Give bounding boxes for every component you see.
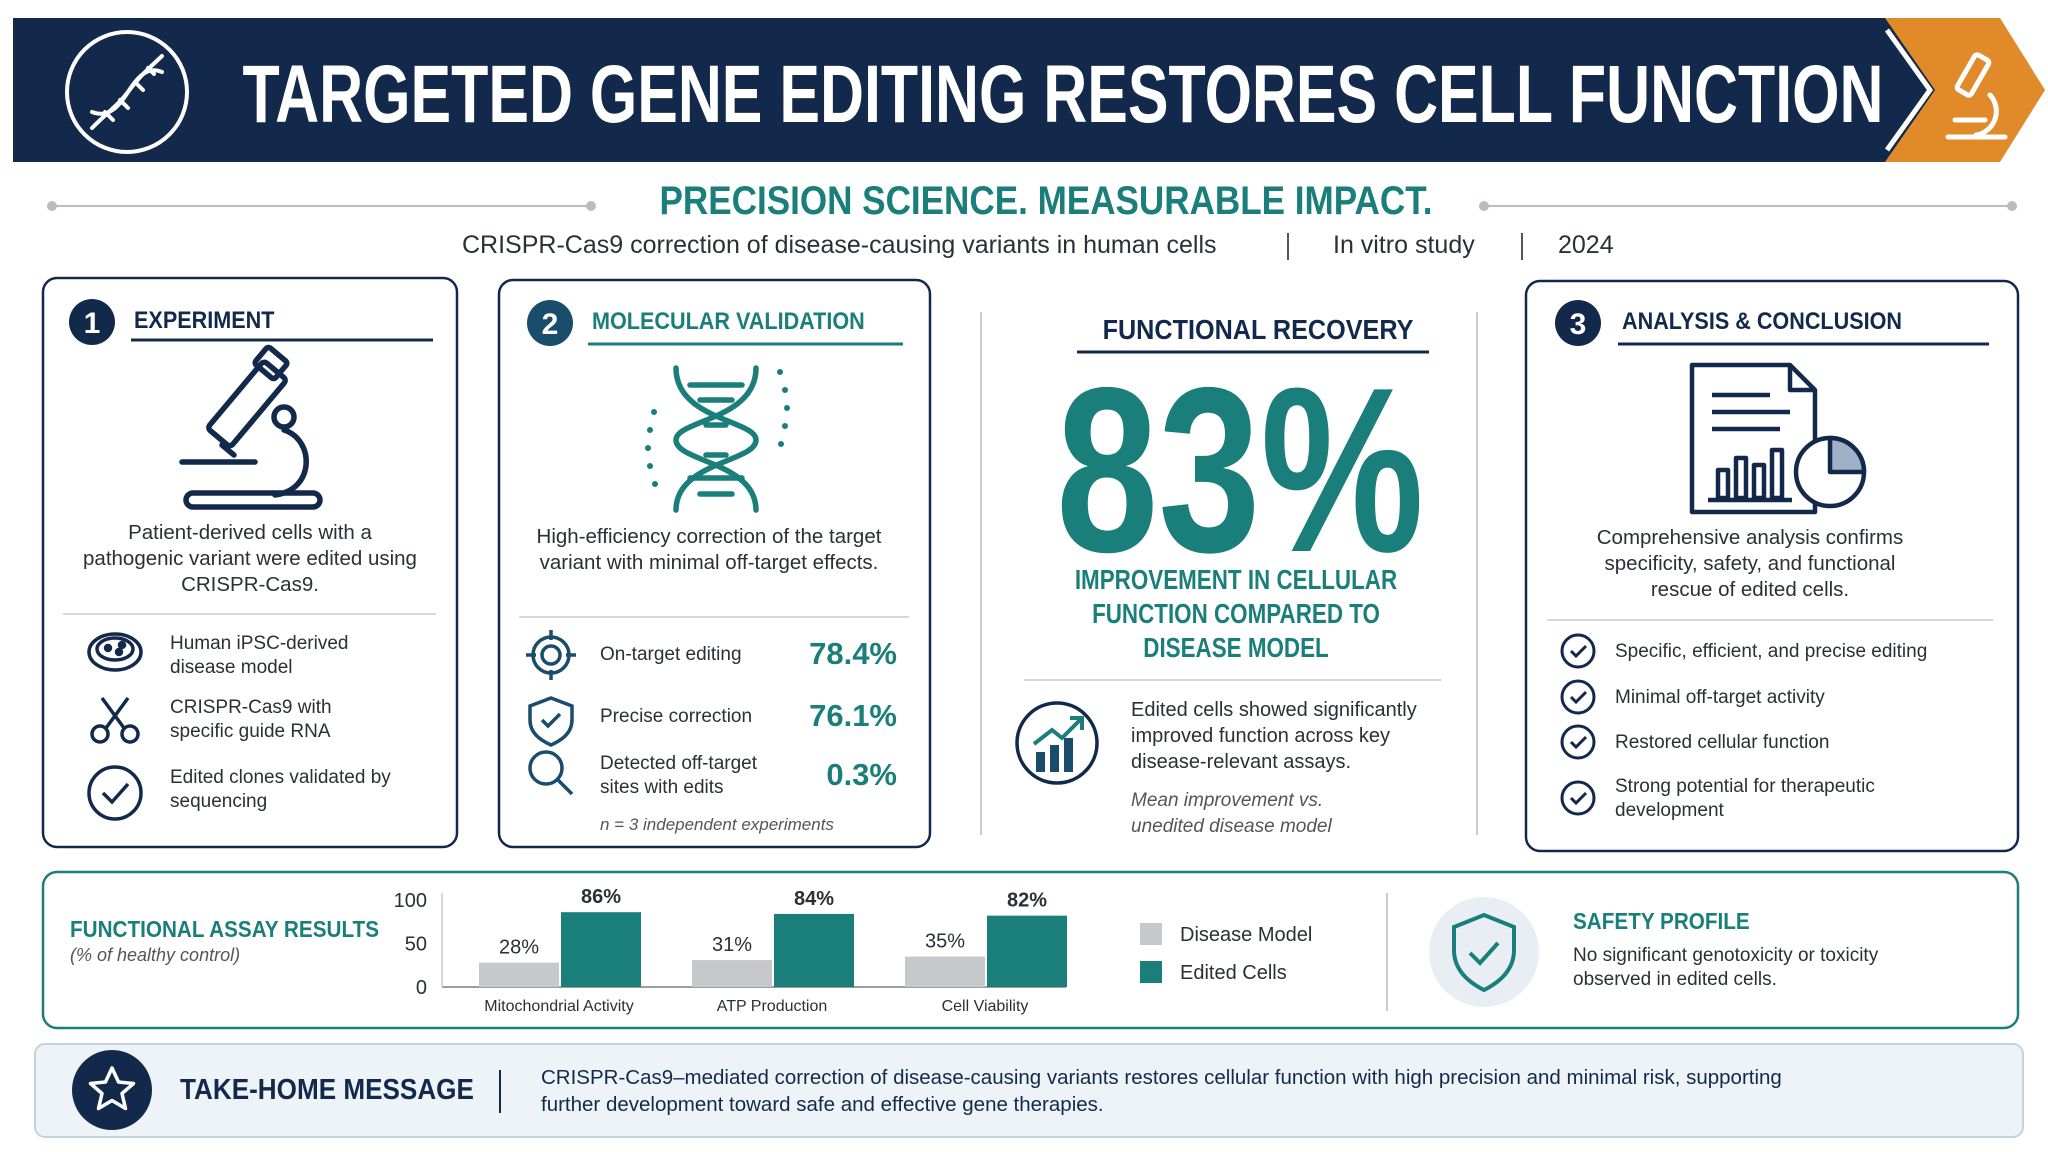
y-tick-label: 0	[416, 977, 427, 999]
chart-title: FUNCTIONAL ASSAY RESULTS	[70, 916, 380, 942]
title: TARGETED GENE EDITING RESTORES CELL FUNC…	[243, 49, 1884, 140]
rule-dot	[1479, 201, 1489, 211]
step-number: 1	[84, 307, 101, 340]
item-icons	[87, 632, 143, 821]
item: Minimal off-target activity	[1615, 687, 1825, 708]
legend-label: Disease Model	[1180, 924, 1312, 946]
item: Strong potential for therapeutic develop…	[1615, 776, 1875, 821]
description: High-efficiency correction of the target…	[536, 525, 882, 574]
rule-dot	[2007, 201, 2017, 211]
take-home-title: TAKE-HOME MESSAGE	[180, 1074, 474, 1106]
panel	[497, 278, 932, 849]
description: Patient-derived cells with a pathogenic …	[83, 521, 417, 596]
description: Comprehensive analysis confirms specific…	[1596, 526, 1904, 601]
subtitle: In vitro study	[1333, 231, 1475, 259]
subtitle: 2024	[1558, 231, 1614, 259]
step-badge	[69, 299, 115, 345]
subtitle: CRISPR-Cas9 correction of disease-causin…	[462, 231, 1217, 259]
step-number: 2	[542, 308, 559, 341]
panel-title: ANALYSIS & CONCLUSION	[1622, 308, 1903, 335]
panel-title: MOLECULAR VALIDATION	[592, 308, 865, 335]
bar	[561, 912, 641, 987]
legend-label: Edited Cells	[1180, 962, 1287, 984]
report-icon	[1689, 362, 1867, 515]
panel	[41, 276, 459, 849]
shield-check	[1468, 941, 1500, 966]
item: CRISPR-Cas9 with specific guide RNA	[170, 697, 332, 742]
item: Specific, efficient, and precise editing	[1615, 641, 1928, 662]
x-tick-label: Cell Viability	[942, 998, 1029, 1015]
value-label: 35%	[925, 931, 965, 953]
description: Edited cells showed significantly improv…	[1131, 699, 1417, 773]
item: Restored cellular function	[1615, 732, 1830, 753]
header-bar	[13, 18, 1935, 162]
bar	[692, 960, 772, 987]
panel	[1524, 279, 2020, 853]
star-badge	[72, 1050, 152, 1130]
dna-badge-icon	[90, 54, 164, 130]
bar	[774, 913, 854, 987]
rule-dot	[586, 201, 596, 211]
microscope-badge	[1945, 52, 2008, 140]
row-label: On-target editing	[600, 644, 742, 665]
row-label: Detected off-target sites with edits	[600, 753, 758, 798]
legend-swatch	[1140, 961, 1162, 983]
row-value: 76.1%	[809, 698, 897, 733]
safety-description: No significant genotoxicity or toxicity …	[1573, 945, 1879, 990]
row-icons	[526, 630, 576, 796]
item: Edited clones validated by sequencing	[170, 767, 391, 812]
stat-caption: IMPROVEMENT IN CELLULAR FUNCTION COMPARE…	[1074, 564, 1398, 663]
row-value: 0.3%	[826, 757, 897, 792]
safety-title: SAFETY PROFILE	[1573, 908, 1750, 934]
check-icons	[1560, 633, 1596, 816]
value-label: 31%	[712, 934, 752, 956]
panel-title: FUNCTIONAL RECOVERY	[1102, 314, 1414, 345]
bar	[479, 962, 559, 987]
value-label: 82%	[1007, 890, 1047, 912]
note: n = 3 independent experiments	[600, 815, 834, 834]
row-label: Precise correction	[600, 706, 753, 727]
chevron-edge	[1884, 28, 1934, 152]
panel	[34, 1043, 2024, 1138]
panel	[41, 870, 2020, 1030]
big-stat: 83%	[1056, 338, 1424, 601]
value-label: 86%	[581, 886, 621, 908]
note: Mean improvement vs. unedited disease mo…	[1131, 790, 1332, 837]
rule-dot	[47, 201, 57, 211]
shield-icon	[1452, 912, 1516, 993]
step-badge	[527, 300, 573, 346]
value-label: 28%	[499, 937, 539, 959]
star-icon	[88, 1066, 136, 1111]
legend-swatch	[1140, 923, 1162, 945]
dna-dots	[645, 369, 790, 487]
x-tick-label: Mitochondrial Activity	[484, 998, 633, 1015]
step-badge	[1555, 300, 1601, 346]
chart-subtitle: (% of healthy control)	[70, 945, 241, 965]
dna-badge	[65, 30, 189, 154]
tagline: PRECISION SCIENCE. MEASURABLE IMPACT.	[660, 179, 1433, 223]
y-tick-label: 50	[405, 934, 427, 956]
bar	[987, 915, 1067, 987]
panel-title: EXPERIMENT	[134, 307, 275, 334]
microscope-icon	[179, 344, 323, 510]
x-tick-label: ATP Production	[717, 998, 828, 1015]
item: Human iPSC-derived disease model	[170, 633, 349, 678]
bar	[905, 956, 985, 987]
growth-icon	[1015, 701, 1099, 785]
y-tick-label: 100	[394, 890, 427, 912]
step-number: 3	[1570, 308, 1587, 341]
take-home-message: CRISPR-Cas9–mediated correction of disea…	[541, 1066, 1782, 1116]
row-value: 78.4%	[809, 636, 897, 671]
value-label: 84%	[794, 888, 834, 910]
dna-icon	[673, 365, 759, 513]
